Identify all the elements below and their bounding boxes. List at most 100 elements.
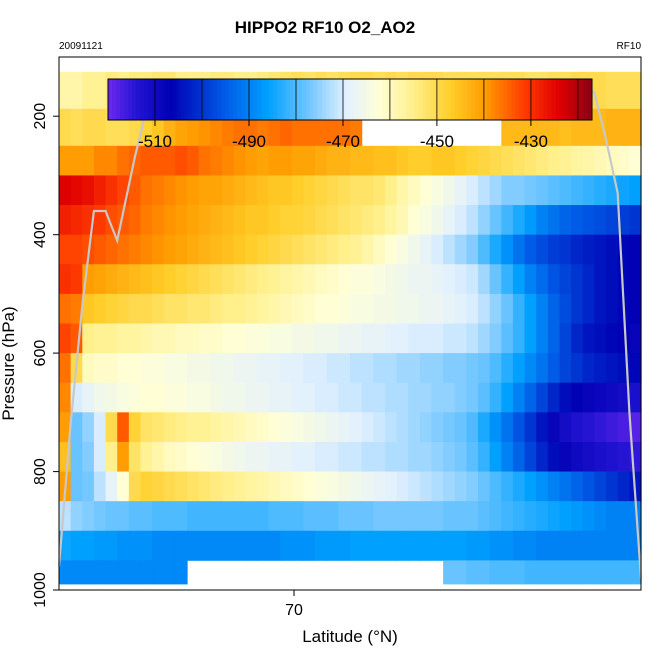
heatmap-cell: [93, 530, 107, 561]
heatmap-cell: [594, 145, 607, 176]
heatmap-cell: [233, 441, 246, 472]
heatmap-cell: [93, 353, 107, 384]
heatmap-cell: [187, 293, 200, 324]
heatmap-cell: [536, 234, 549, 265]
heatmap-cell: [291, 205, 305, 236]
y-tick-label: 800: [32, 458, 49, 485]
heatmap-cell: [187, 441, 200, 472]
heatmap-cell: [361, 205, 374, 236]
colorbar-segment: [446, 79, 452, 120]
heatmap-cell: [408, 234, 421, 265]
heatmap-cell: [489, 293, 502, 324]
heatmap-cell: [117, 441, 130, 472]
colorbar-segment: [337, 79, 343, 120]
heatmap-cell: [350, 471, 363, 502]
heatmap-cell: [408, 353, 421, 384]
heatmap-cell: [256, 175, 270, 206]
heatmap-cell: [629, 175, 642, 206]
heatmap-cell: [128, 264, 142, 295]
heatmap-cell: [163, 471, 176, 502]
heatmap-cell: [524, 323, 537, 354]
heatmap-cell: [536, 530, 549, 561]
heatmap-cell: [396, 323, 409, 354]
heatmap-cell: [303, 323, 316, 354]
heatmap-cell: [431, 175, 444, 206]
colorbar-segment: [148, 79, 153, 120]
heatmap-cell: [93, 382, 107, 413]
heatmap-cell: [128, 323, 142, 354]
heatmap-cell: [338, 441, 351, 472]
heatmap-cell: [443, 441, 456, 472]
heatmap-cell: [82, 175, 95, 206]
heatmap-cell: [59, 382, 72, 413]
heatmap-cell: [198, 205, 211, 236]
colorbar-segment: [297, 79, 303, 120]
colorbar-segment: [571, 79, 577, 120]
heatmap-cell: [466, 264, 479, 295]
heatmap-cell: [443, 382, 456, 413]
heatmap-cell: [140, 175, 153, 206]
heatmap-cell: [59, 353, 72, 384]
heatmap-cell: [233, 353, 246, 384]
x-axis-label: Latitude (°N): [302, 627, 398, 646]
heatmap-cell: [594, 71, 607, 110]
heatmap-cell: [93, 205, 107, 236]
heatmap-cell: [384, 441, 398, 472]
heatmap-cell: [466, 382, 479, 413]
heatmap-cell: [221, 323, 235, 354]
heatmap-cell: [152, 293, 165, 324]
colorbar-segment: [301, 79, 307, 120]
colorbar-segment: [269, 79, 274, 120]
heatmap-cell: [629, 205, 642, 236]
heatmap-cell: [606, 501, 619, 532]
colorbar-segment: [358, 79, 363, 120]
heatmap-cell: [70, 412, 83, 443]
heatmap-cell: [454, 471, 467, 502]
heatmap-cell: [140, 501, 153, 532]
heatmap-cell: [571, 205, 584, 236]
heatmap-cell: [361, 441, 374, 472]
heatmap-cell: [408, 293, 421, 324]
heatmap-cell: [163, 412, 176, 443]
heatmap-cell: [466, 353, 479, 384]
heatmap-cell: [559, 471, 572, 502]
heatmap-cell: [431, 205, 444, 236]
heatmap-cell: [280, 205, 293, 236]
heatmap-cell: [559, 175, 572, 206]
heatmap-cell: [408, 145, 421, 176]
heatmap-cell: [478, 501, 491, 532]
heatmap-cell: [105, 293, 118, 324]
heatmap-cell: [233, 264, 246, 295]
heatmap-cell: [128, 412, 142, 443]
colorbar-segment: [313, 79, 319, 120]
heatmap-cell: [163, 382, 176, 413]
heatmap-cell: [512, 530, 526, 561]
heatmap-cell: [571, 560, 584, 585]
colorbar-segment: [543, 79, 549, 120]
heatmap-cell: [443, 353, 456, 384]
colorbar-segment: [366, 79, 371, 120]
heatmap-cell: [105, 441, 118, 472]
heatmap-cell: [501, 530, 514, 561]
colorbar-segment: [471, 79, 476, 120]
heatmap-cell: [198, 145, 211, 176]
heatmap-cell: [326, 264, 339, 295]
heatmap-cell: [140, 323, 153, 354]
heatmap-cell: [396, 205, 409, 236]
heatmap-cell: [163, 560, 176, 585]
heatmap-cell: [629, 323, 642, 354]
heatmap-cell: [140, 293, 153, 324]
heatmap-cell: [559, 560, 572, 585]
colorbar-segment: [495, 79, 500, 120]
heatmap-cell: [128, 560, 142, 585]
heatmap-cell: [82, 560, 95, 585]
heatmap-cell: [210, 471, 223, 502]
heatmap-cell: [315, 382, 328, 413]
heatmap-cell: [82, 441, 95, 472]
heatmap-cell: [291, 234, 305, 265]
heatmap-cell: [512, 293, 526, 324]
colorbar-segment: [402, 79, 407, 120]
heatmap-cell: [489, 501, 502, 532]
heatmap-cell: [582, 175, 596, 206]
heatmap-cell: [128, 501, 142, 532]
